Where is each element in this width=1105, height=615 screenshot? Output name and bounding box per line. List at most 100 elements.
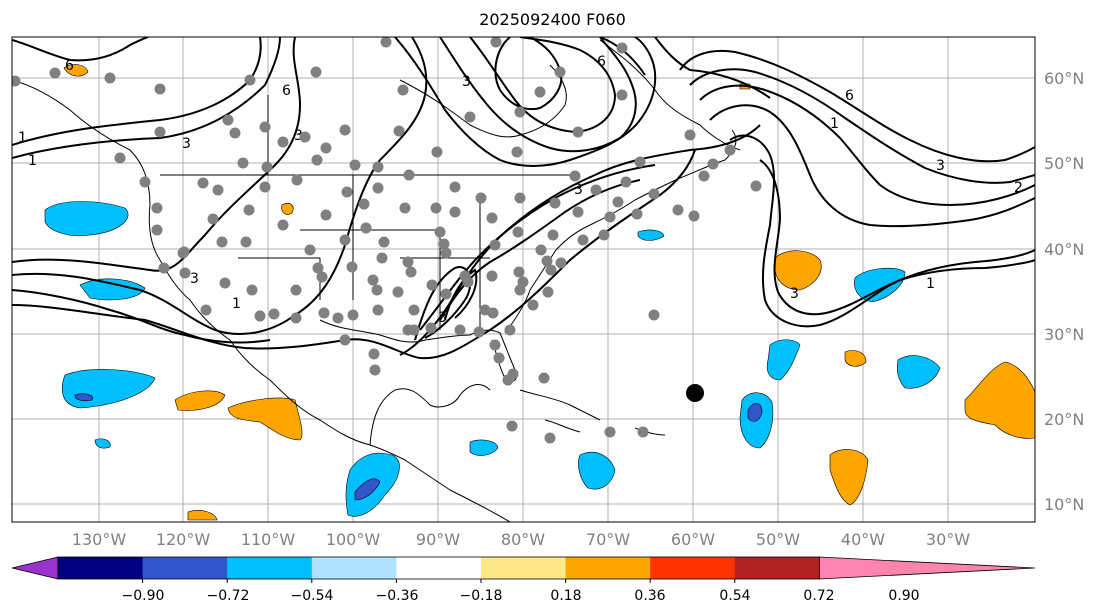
station-dot — [372, 304, 384, 316]
colorbar-tick-label: −0.54 — [291, 588, 334, 604]
station-dot — [572, 126, 584, 138]
latitude-labels: 60°N 50°N 40°N 30°N 20°N 10°N — [1044, 69, 1084, 514]
contour-lines — [12, 37, 1035, 360]
station-dot — [369, 364, 381, 376]
contour-label: 3 — [574, 182, 583, 198]
station-dot — [376, 252, 388, 264]
lat-label: 50°N — [1044, 154, 1084, 173]
station-dot — [440, 288, 452, 300]
colorbar-extend-low — [11, 556, 59, 580]
station-dot — [237, 157, 249, 169]
station-dot — [254, 310, 266, 322]
colorbar-segment — [734, 557, 820, 579]
station-dot — [216, 236, 228, 248]
station-dot — [648, 188, 660, 200]
station-dot — [397, 84, 409, 96]
negative-region — [94, 438, 111, 449]
contour-label: 1 — [926, 276, 935, 292]
station-dot — [312, 262, 324, 274]
contour-label: 3 — [936, 158, 945, 174]
positive-region — [63, 64, 89, 77]
colorbar-segment — [142, 557, 228, 579]
station-dot — [408, 304, 420, 316]
contour-label: 3 — [294, 128, 303, 144]
lon-label: 50°W — [756, 530, 800, 549]
station-dot — [392, 286, 404, 298]
station-dot — [290, 284, 302, 296]
station-dot — [534, 86, 546, 98]
station-dot — [637, 426, 649, 438]
station-dot — [598, 229, 610, 241]
lat-label: 10°N — [1044, 495, 1084, 514]
station-dot — [207, 213, 219, 225]
station-dots — [12, 37, 762, 444]
station-dot — [372, 182, 384, 194]
station-dot — [604, 211, 616, 223]
station-dot — [277, 219, 289, 231]
lon-label: 90°W — [416, 530, 460, 549]
station-dot — [569, 170, 581, 182]
station-dot — [493, 352, 505, 364]
colorbar-segment — [227, 557, 313, 579]
station-dot — [554, 66, 566, 78]
station-dot — [616, 42, 628, 54]
colorbar-segment — [58, 557, 144, 579]
station-dot — [449, 206, 461, 218]
station-dot — [378, 236, 390, 248]
station-dot — [290, 312, 302, 324]
contour-label: 2 — [1014, 180, 1023, 196]
positive-region — [187, 510, 218, 521]
station-dot — [454, 324, 466, 336]
station-dot — [487, 307, 499, 319]
station-dot — [104, 72, 116, 84]
station-dot — [339, 334, 351, 346]
negative-region — [44, 201, 129, 237]
contour-label: 1 — [830, 116, 839, 132]
colorbar-outline — [57, 556, 820, 580]
station-dot — [299, 131, 311, 143]
station-dot — [507, 368, 519, 380]
station-dot — [316, 271, 328, 283]
station-dot — [620, 176, 632, 188]
colorbar-segment — [481, 557, 567, 579]
station-dot — [277, 136, 289, 148]
station-dot — [431, 146, 443, 158]
station-dot — [222, 114, 234, 126]
station-dot — [200, 304, 212, 316]
negative-region — [637, 229, 665, 241]
map-title: 2025092400 F060 — [479, 10, 626, 29]
contour-label: 3 — [790, 286, 799, 302]
contour-label: 1 — [18, 130, 27, 146]
station-dot — [486, 212, 498, 224]
station-dot — [310, 66, 322, 78]
station-dot — [177, 247, 189, 259]
station-dot — [367, 274, 379, 286]
station-dot — [318, 307, 330, 319]
station-dot — [577, 234, 589, 246]
colorbar-tick-label: −0.90 — [122, 588, 165, 604]
station-dot — [514, 284, 526, 296]
station-dot — [542, 286, 554, 298]
station-dot — [259, 181, 271, 193]
map-frame — [11, 36, 1036, 523]
station-dot — [440, 247, 452, 259]
station-dot — [545, 264, 557, 276]
negative-region — [79, 278, 146, 301]
station-dot — [399, 202, 411, 214]
station-dot — [402, 256, 414, 268]
station-dot — [464, 111, 476, 123]
lat-label: 60°N — [1044, 69, 1084, 88]
colorbar-tick-label: 0.90 — [888, 588, 919, 604]
contour-labels: 6 6 6 3 3 3 3 1 1 1 6 3 3 1 1 3 2 3 — [18, 54, 1023, 326]
station-dot — [425, 322, 437, 334]
station-dot — [139, 176, 151, 188]
station-dot — [486, 270, 498, 282]
station-dot — [698, 170, 710, 182]
lon-label: 30°W — [926, 530, 970, 549]
colorbar-tick-label: 0.72 — [803, 588, 834, 604]
station-dot — [459, 270, 471, 282]
negative-region — [469, 439, 499, 456]
station-dot — [347, 309, 359, 321]
contour-label: 3 — [182, 136, 191, 152]
station-dot — [535, 244, 547, 256]
